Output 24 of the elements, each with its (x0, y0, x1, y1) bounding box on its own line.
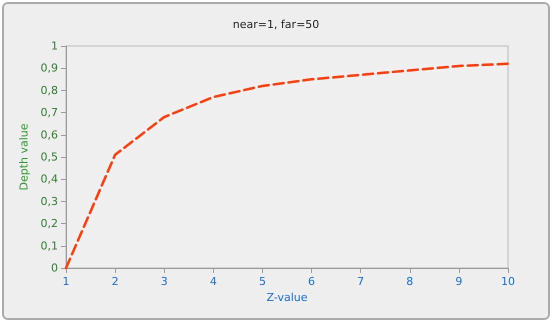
y-tick-label: 0,9 (40, 62, 58, 75)
x-tick-label: 5 (258, 275, 266, 288)
y-tick-label: 0,4 (40, 172, 58, 186)
x-tick-label: 3 (160, 275, 168, 288)
y-tick-label: 0,8 (40, 84, 58, 97)
y-tick-label: 0,7 (40, 106, 58, 120)
x-tick-label: 8 (406, 275, 414, 288)
x-tick-label: 1 (62, 275, 70, 288)
x-tick-label: 7 (357, 275, 364, 288)
y-tick-label: 0,5 (40, 150, 58, 164)
x-tick-label: 4 (210, 275, 217, 288)
x-tick-label: 6 (308, 275, 316, 288)
x-tick-label: 2 (112, 275, 119, 288)
x-tick-label: 10 (501, 275, 515, 288)
chart-title: near=1, far=50 (232, 18, 320, 31)
y-tick-label: 0,2 (40, 217, 58, 230)
x-axis-title: Z-value (266, 290, 308, 304)
y-tick-label: 0,6 (40, 128, 58, 142)
y-tick-label: 0,1 (40, 239, 58, 252)
x-tick-label: 9 (455, 275, 462, 288)
y-axis-title: Depth value (18, 123, 31, 191)
y-tick-label: 0 (51, 262, 58, 274)
y-tick-label: 0,3 (40, 194, 58, 208)
y-tick-label: 1 (51, 40, 58, 52)
